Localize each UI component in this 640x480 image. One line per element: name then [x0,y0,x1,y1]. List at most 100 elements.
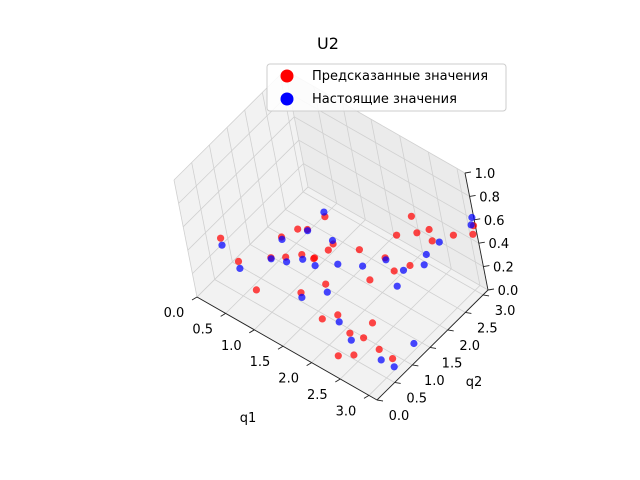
predicted-point [252,286,260,294]
y-tick-label: 2.0 [459,339,480,354]
actual-point [323,288,331,296]
y-axis-label: q2 [466,375,483,390]
actual-point [335,318,343,326]
actual-point [311,262,319,270]
x-axis-line [196,296,378,401]
y-axis-line [376,289,489,401]
x-tick-label: 2.0 [278,372,299,387]
predicted-point [390,267,398,275]
grid-line-z-left [178,93,290,204]
x-tick-label: 1.5 [250,355,271,370]
y-tick-label: 1.0 [424,374,445,389]
z-tick-label: 0.0 [498,284,519,299]
actual-point [420,261,428,269]
z-tick-mark [464,171,472,174]
legend: Предсказанные значения Настоящие значени… [266,63,507,112]
actual-point [320,208,328,216]
grid-line-x-back [427,151,452,270]
grid-line-z-left [182,116,295,228]
predicted-point [406,261,414,270]
legend-frame [266,63,507,112]
data-points [217,208,478,371]
x-tick-mark [335,378,341,383]
z-tick-mark [487,288,495,291]
z-tick-mark [469,194,476,197]
x-tick-mark [306,362,312,366]
predicted-point [355,246,363,254]
predicted-point [322,280,330,288]
predicted-point [310,255,318,263]
grid-line-z-back [294,116,475,221]
actual-point [278,235,286,243]
y-tick-mark [376,399,384,402]
actual-point [467,221,475,229]
legend-label-predicted: Предсказанные значения [312,69,488,84]
y-tick-mark [465,311,472,314]
predicted-point [234,257,243,265]
x-axis-label: q1 [240,411,257,426]
x-tick-mark [249,329,255,334]
grid-line-y-floor [302,191,484,296]
y-tick-mark [447,329,454,332]
actual-point [283,258,291,266]
x-tick-label: 0.0 [164,306,185,321]
predicted-point [368,319,377,327]
actual-point [267,255,275,263]
actual-point [298,293,306,301]
z-axis-line [464,172,489,291]
pane-left [174,70,308,297]
y-tick-mark [482,294,490,297]
predicted-point [469,230,477,238]
predicted-point [407,212,415,220]
predicted-point [375,345,383,353]
predicted-point [393,231,401,239]
z-tick-label: 0.6 [484,214,505,229]
actual-point [236,264,244,272]
actual-point [334,260,342,268]
actual-point [468,213,476,222]
z-tick-label: 0.2 [493,261,514,276]
legend-marker-predicted [280,69,294,83]
grid-line-y-floor [214,279,395,383]
actual-point [218,241,226,249]
actual-point [435,238,443,246]
grid-line-y-floor [267,226,448,331]
actual-point [410,339,418,348]
legend-marker-actual [280,92,294,106]
predicted-point [334,311,342,319]
pane-back [285,70,488,290]
x-tick-mark [363,395,370,399]
grid-line-y-left [173,179,198,298]
y-tick-label: 3.0 [495,304,516,319]
grid-line-x-back [370,119,395,237]
z-tick-mark [478,241,485,244]
predicted-point [294,225,302,233]
predicted-point [389,355,397,363]
predicted-point [428,237,436,245]
x-tick-mark [191,296,198,301]
actual-point [393,282,401,290]
grid-line-x-floor [254,219,366,331]
grid-line-y-left [244,109,269,228]
axes-lines [191,171,495,402]
chart-title: U2 [317,34,339,53]
predicted-point [324,246,332,254]
grid-line-x-floor [225,203,337,314]
actual-point [422,250,430,259]
z-tick-label: 0.8 [479,190,500,205]
grid-line-z-left [187,139,300,251]
actual-point [359,262,367,270]
x-tick-label: 0.5 [192,322,213,337]
legend-label-actual: Настоящие значения [312,92,457,107]
x-tick-mark [220,313,226,317]
grid-line-x-back [341,102,366,220]
z-tick-mark [483,265,490,268]
grid-line-x-floor [368,285,481,396]
grid-line-x-floor [340,268,452,380]
y-tick-label: 2.5 [477,321,498,336]
predicted-point [334,352,342,360]
predicted-point [346,329,354,337]
predicted-point [217,234,225,242]
grid-line-y-left [226,127,251,245]
grid-line-y-left [191,162,216,280]
